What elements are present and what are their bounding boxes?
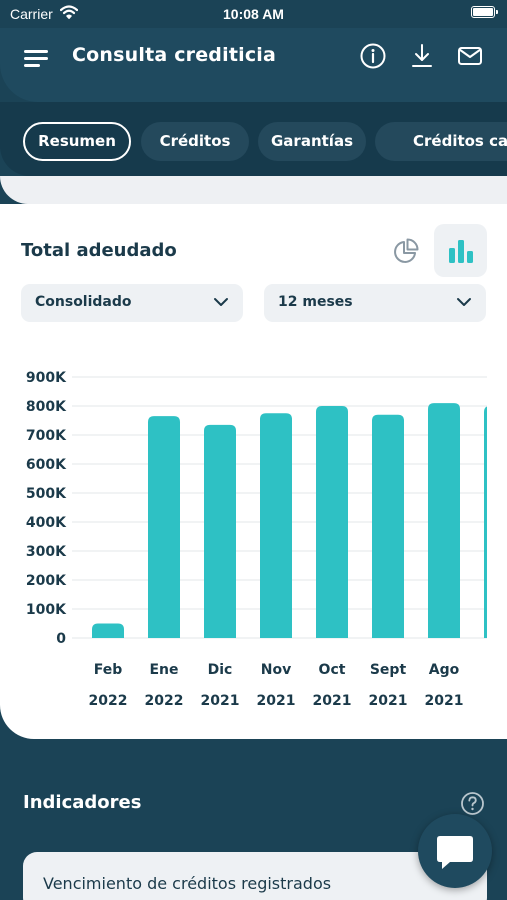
x-tick-label: 2 xyxy=(495,693,505,709)
x-tick-label: 2022 xyxy=(145,693,184,709)
x-tick-label: Nov xyxy=(261,662,291,678)
period-dropdown-value: 12 meses xyxy=(278,294,353,310)
x-tick-label: Ene xyxy=(149,662,178,678)
x-tick-label: 2021 xyxy=(201,693,240,709)
x-tick-label: Oct xyxy=(319,662,346,678)
chevron-down-icon xyxy=(214,298,228,306)
y-tick-label: 600K xyxy=(26,457,67,473)
y-tick-label: 700K xyxy=(26,428,67,444)
app-header: Consulta crediticia xyxy=(0,28,507,102)
tab-resumen[interactable]: Resumen xyxy=(23,122,131,161)
y-tick-label: 500K xyxy=(26,486,67,502)
x-tick-label: Ago xyxy=(429,662,460,678)
help-icon[interactable] xyxy=(460,791,485,816)
bar[interactable] xyxy=(484,406,507,638)
scope-dropdown-value: Consolidado xyxy=(35,294,132,310)
x-tick-label: 2022 xyxy=(89,693,128,709)
bar[interactable] xyxy=(148,416,180,638)
status-time: 10:08 AM xyxy=(223,6,284,22)
x-tick-label: 2021 xyxy=(369,693,408,709)
y-tick-label: 0 xyxy=(56,631,66,647)
bar[interactable] xyxy=(428,403,460,638)
bar[interactable] xyxy=(372,414,404,638)
x-tick-label: Sept xyxy=(370,662,407,678)
x-tick-label: 2021 xyxy=(425,693,464,709)
period-dropdown[interactable]: 12 meses xyxy=(264,284,486,322)
bar-chart-icon xyxy=(449,240,473,263)
bar-chart-toggle-button[interactable] xyxy=(434,224,487,277)
x-tick-label: 2021 xyxy=(257,693,296,709)
y-tick-label: 800K xyxy=(26,399,67,415)
y-tick-label: 100K xyxy=(26,602,67,618)
menu-icon[interactable] xyxy=(24,46,50,70)
carrier-label: Carrier xyxy=(10,6,53,22)
x-tick-label: Dic xyxy=(208,662,233,678)
tab-bar: Resumen Créditos Garantías Créditos cast… xyxy=(0,102,507,176)
pie-chart-icon[interactable] xyxy=(392,237,420,265)
bar[interactable] xyxy=(260,413,292,638)
x-tick-label: 2021 xyxy=(313,693,352,709)
chevron-down-icon xyxy=(457,298,471,306)
indicator-card-title: Vencimiento de créditos registrados xyxy=(43,874,332,893)
mail-icon[interactable] xyxy=(456,42,484,70)
indicator-card[interactable]: Vencimiento de créditos registrados xyxy=(23,852,487,900)
tab-creditos[interactable]: Créditos xyxy=(141,122,249,161)
scope-dropdown[interactable]: Consolidado xyxy=(21,284,243,322)
tab-creditos-castigados[interactable]: Créditos castigados xyxy=(375,122,507,161)
y-tick-label: 200K xyxy=(26,573,67,589)
section-title: Total adeudado xyxy=(21,240,177,261)
chat-button[interactable] xyxy=(418,814,492,888)
info-icon[interactable] xyxy=(359,42,387,70)
tab-garantias[interactable]: Garantías xyxy=(258,122,366,161)
bar[interactable] xyxy=(316,406,348,638)
bar-chart: 0 100K 200K 300K 400K 500K 600K 700K 800K 900K Feb… xyxy=(26,370,507,709)
y-tick-label: 400K xyxy=(26,515,67,531)
y-tick-label: 900K xyxy=(26,370,67,386)
y-tick-label: 300K xyxy=(26,544,67,560)
chat-bubble-icon xyxy=(437,836,473,869)
section-spacer xyxy=(0,176,507,204)
status-bar: Carrier 10:08 AM xyxy=(0,0,507,28)
download-icon[interactable] xyxy=(408,42,436,70)
page-title: Consulta crediticia xyxy=(72,44,277,66)
battery-icon xyxy=(471,6,498,18)
x-tick-label: Feb xyxy=(94,662,123,678)
indicators-title: Indicadores xyxy=(23,792,142,813)
wifi-icon xyxy=(60,5,78,19)
bar[interactable] xyxy=(204,424,236,638)
bar[interactable] xyxy=(92,623,124,639)
summary-card: Total adeudado Consolidado 12 meses 0 100… xyxy=(0,204,507,739)
